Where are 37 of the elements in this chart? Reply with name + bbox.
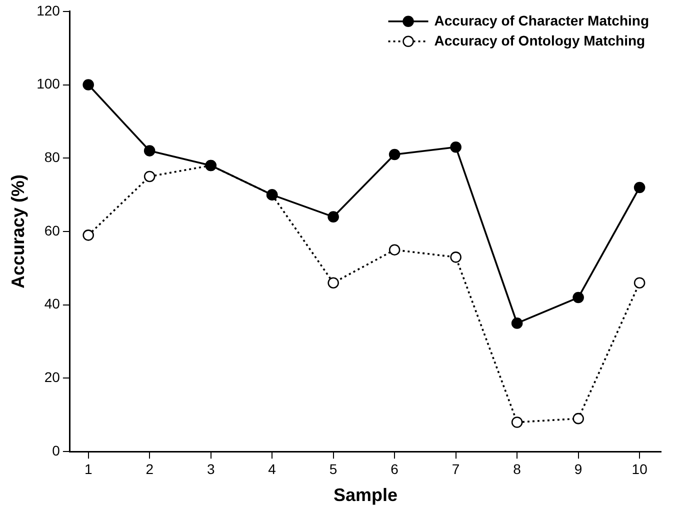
x-tick-label: 5 bbox=[329, 460, 338, 477]
point bbox=[572, 292, 584, 304]
x-tick-label: 9 bbox=[574, 460, 582, 477]
x-tick-label: 2 bbox=[146, 460, 154, 477]
y-tick-label: 100 bbox=[36, 76, 60, 92]
point bbox=[388, 148, 400, 160]
y-tick-label: 60 bbox=[44, 222, 60, 238]
point bbox=[450, 141, 462, 153]
point bbox=[144, 170, 156, 182]
x-tick-label: 3 bbox=[206, 460, 215, 477]
point bbox=[450, 252, 462, 263]
point bbox=[388, 244, 400, 256]
x-tick-label: 7 bbox=[452, 460, 460, 477]
point bbox=[511, 416, 523, 428]
y-tick-label: 40 bbox=[44, 296, 60, 312]
x-tick-label: 4 bbox=[268, 460, 276, 477]
y-tick-label: 80 bbox=[44, 148, 60, 165]
legend-label: Accuracy of Character Matching bbox=[434, 12, 650, 28]
point bbox=[82, 230, 94, 241]
x-axis-title: Sample bbox=[333, 485, 398, 506]
point bbox=[572, 412, 584, 424]
x-tick-label: 1 bbox=[84, 460, 92, 477]
point bbox=[634, 277, 646, 289]
point bbox=[511, 318, 523, 329]
point bbox=[82, 79, 94, 90]
x-tick-label: 10 bbox=[632, 460, 648, 477]
point bbox=[634, 182, 646, 194]
y-tick-label: 0 bbox=[52, 442, 60, 458]
y-tick-label: 120 bbox=[36, 2, 60, 18]
legend-label: Accuracy of Ontology Matching bbox=[434, 32, 646, 48]
x-tick-label: 8 bbox=[513, 460, 522, 477]
point bbox=[328, 211, 339, 222]
x-tick-label: 6 bbox=[390, 460, 399, 477]
y-tick-label: 20 bbox=[44, 369, 60, 386]
y-axis-title: Accuracy (%) bbox=[8, 174, 28, 289]
point bbox=[144, 145, 156, 156]
point bbox=[328, 277, 339, 289]
